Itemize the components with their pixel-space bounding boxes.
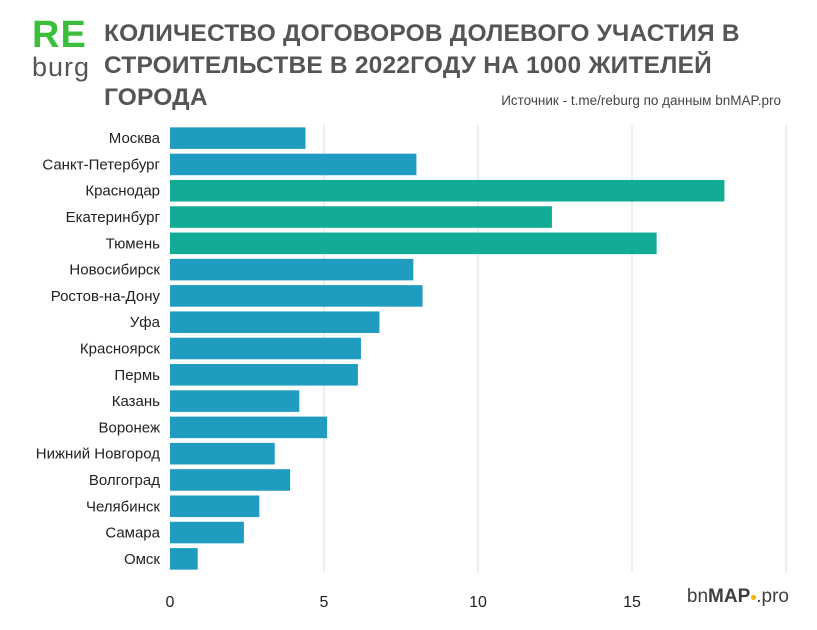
bar (170, 337, 361, 360)
category-label: Красноярск (80, 341, 161, 358)
bnmap-suffix: .pro (756, 586, 789, 607)
x-tick-label: 10 (469, 594, 487, 611)
bar (170, 364, 358, 386)
bnmap-prefix: bn (686, 586, 709, 607)
logo-burg: burg (32, 52, 91, 82)
reburg-logo: RE burg (32, 14, 94, 82)
logo-re: RE (32, 14, 87, 56)
bar (170, 311, 380, 333)
bar (170, 206, 552, 228)
category-label: Пермь (114, 367, 160, 384)
category-label: Ростов-на-Дону (51, 288, 161, 305)
category-label: Новосибирск (69, 262, 160, 279)
category-label: Екатеринбург (66, 209, 161, 226)
bar (170, 179, 725, 202)
category-label: Омск (124, 551, 160, 568)
category-label: Санкт-Петербург (42, 156, 160, 173)
category-label: Уфа (130, 314, 161, 331)
bnmap-bold: MAP (708, 586, 751, 607)
bar (170, 442, 275, 465)
x-tick-label: 15 (623, 594, 641, 611)
bar (170, 153, 417, 176)
category-label: Казань (112, 393, 160, 410)
map-pin-icon (751, 595, 757, 600)
bar (170, 416, 328, 439)
category-label: Волгоград (89, 472, 160, 489)
bar (170, 548, 198, 570)
category-label: Челябинск (86, 498, 160, 515)
bar (170, 127, 306, 149)
x-tick-label: 0 (166, 594, 175, 611)
source-note: Источник - t.me/reburg по данным bnMAP.p… (501, 93, 781, 108)
category-label: Самара (105, 525, 160, 542)
category-label: Тюмень (106, 235, 161, 252)
category-label: Москва (109, 130, 161, 147)
bar (170, 469, 291, 491)
bnmap-logo: bnMAP .pro (687, 586, 789, 608)
x-tick-label: 5 (320, 594, 329, 611)
bar (170, 495, 260, 518)
category-label: Воронеж (98, 419, 160, 436)
bar (170, 521, 244, 544)
category-label: Краснодар (85, 183, 160, 200)
bar (170, 390, 300, 412)
chart-title: КОЛИЧЕСТВО ДОГОВОРОВ ДОЛЕВОГО УЧАСТИЯ В … (104, 20, 740, 111)
category-label: Нижний Новгород (36, 446, 160, 463)
bar (170, 258, 414, 281)
bar (170, 232, 657, 255)
bar (170, 285, 423, 307)
